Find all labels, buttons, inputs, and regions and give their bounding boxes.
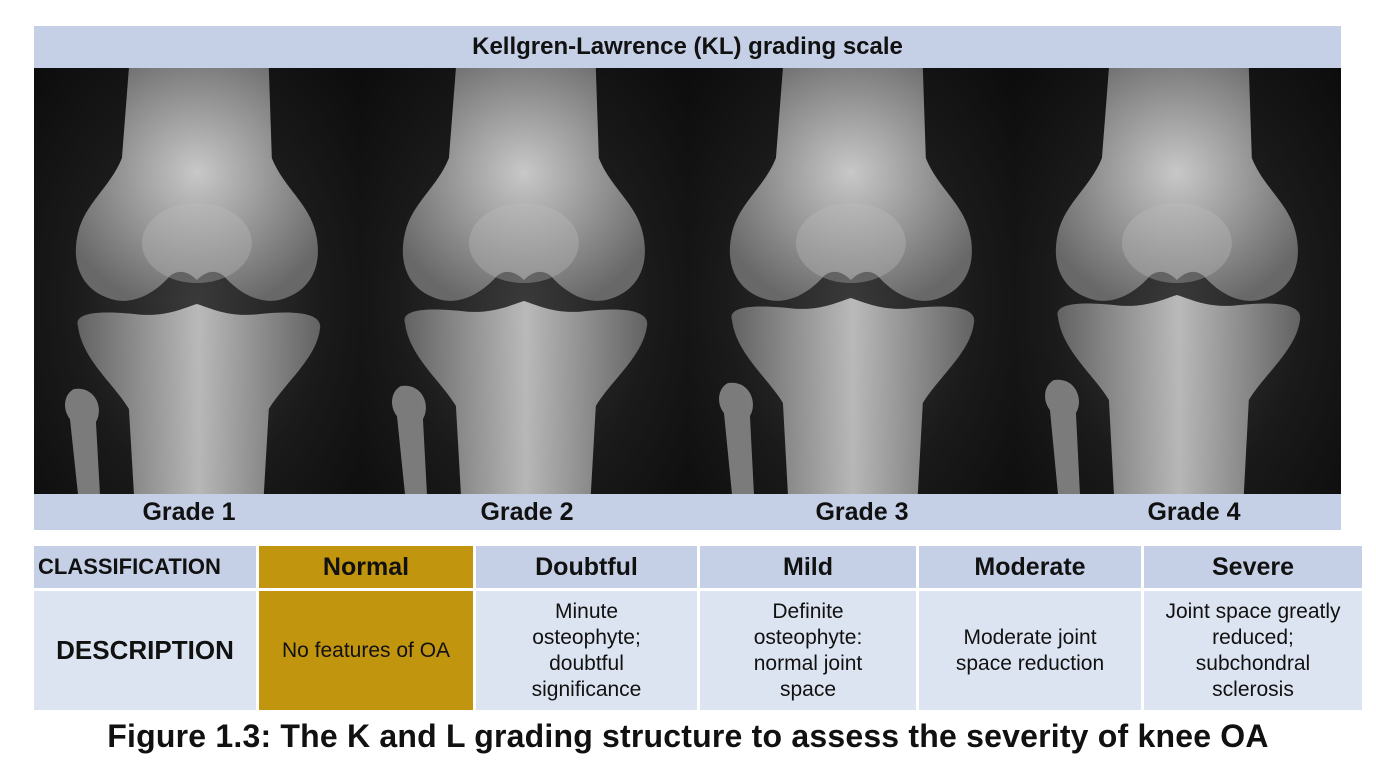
figure-caption: Figure 1.3: The K and L grading structur… xyxy=(107,718,1269,754)
panel-title: Kellgren-Lawrence (KL) grading scale xyxy=(472,33,903,60)
description-severe: Joint space greatly reduced; subchondral… xyxy=(1144,591,1362,710)
xray-image-grade-4 xyxy=(1014,68,1341,494)
xray-image-grade-2 xyxy=(360,68,688,494)
xray-image-grade-1 xyxy=(34,68,361,494)
description-normal: No features of OA xyxy=(259,591,473,710)
description-mild: Definite osteophyte: normal joint space xyxy=(700,591,916,710)
knee-radiograph xyxy=(391,68,647,494)
classification-table: CLASSIFICATION Normal Doubtful Mild Mode… xyxy=(31,543,1365,713)
description-header: DESCRIPTION xyxy=(34,591,256,710)
description-moderate-text: Moderate joint space reduction xyxy=(955,625,1105,675)
description-mild-text: Definite osteophyte: normal joint space xyxy=(753,599,863,701)
knee-radiograph xyxy=(1045,68,1301,494)
grade-label-4: Grade 4 xyxy=(1147,498,1241,526)
grade-label-row: Grade 1 Grade 2 Grade 3 Grade 4 xyxy=(34,494,1341,534)
classification-header: CLASSIFICATION xyxy=(34,546,256,588)
grade-label-3: Grade 3 xyxy=(815,498,909,526)
description-doubtful-text: Minute osteophyte; doubtful significance xyxy=(531,599,642,701)
classification-severe: Severe xyxy=(1144,546,1362,588)
grade-label-1: Grade 1 xyxy=(142,498,236,526)
grade-label-2: Grade 2 xyxy=(480,498,574,526)
classification-normal: Normal xyxy=(259,546,473,588)
classification-moderate: Moderate xyxy=(919,546,1141,588)
xray-strip xyxy=(34,68,1341,494)
knee-radiograph xyxy=(65,68,321,494)
description-moderate: Moderate joint space reduction xyxy=(919,591,1141,710)
xray-image-grade-3 xyxy=(687,68,1015,494)
kl-grading-panel: Kellgren-Lawrence (KL) grading scale xyxy=(34,26,1341,530)
description-doubtful: Minute osteophyte; doubtful significance xyxy=(476,591,697,710)
description-severe-text: Joint space greatly reduced; subchondral… xyxy=(1165,599,1341,701)
classification-row: CLASSIFICATION Normal Doubtful Mild Mode… xyxy=(34,546,1362,588)
classification-doubtful: Doubtful xyxy=(476,546,697,588)
classification-mild: Mild xyxy=(700,546,916,588)
knee-radiograph xyxy=(718,68,974,494)
description-row: DESCRIPTION No features of OA Minute ost… xyxy=(34,591,1362,710)
